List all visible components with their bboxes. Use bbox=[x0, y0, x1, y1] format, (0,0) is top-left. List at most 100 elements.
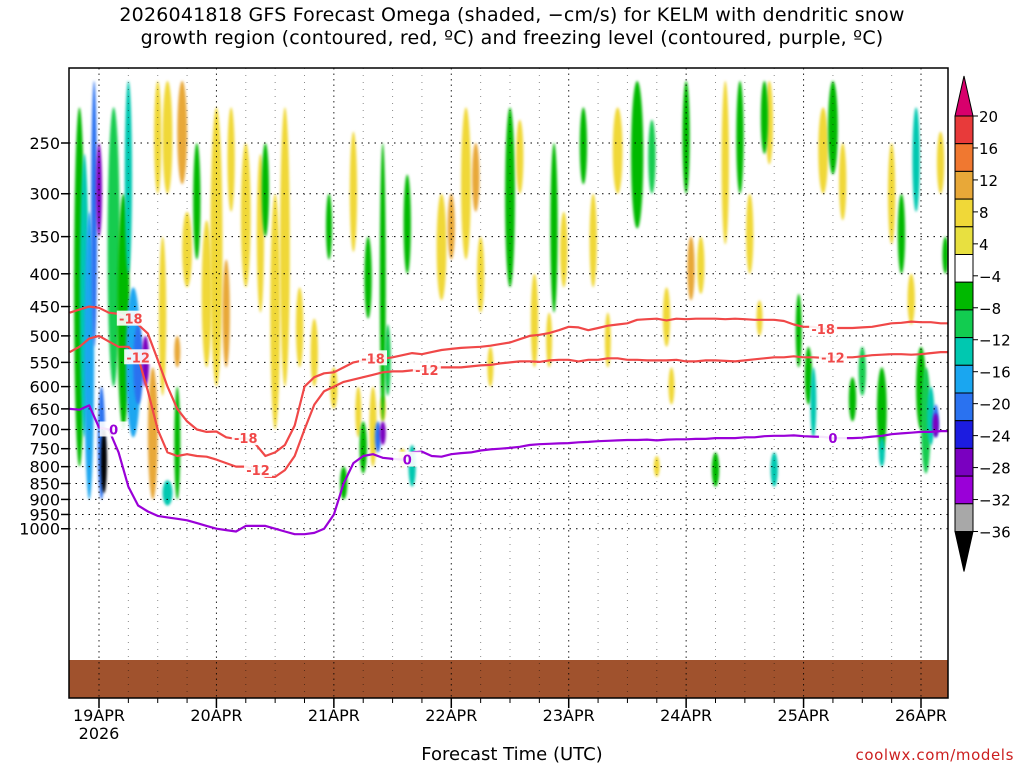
contour-label-bg bbox=[244, 462, 273, 478]
contour--18 bbox=[69, 305, 948, 458]
shading-blob bbox=[174, 386, 181, 500]
shading-blob bbox=[921, 367, 931, 474]
colorbar-label: 20 bbox=[979, 108, 998, 126]
shading-blob bbox=[154, 80, 162, 194]
colorbar-swatch bbox=[954, 475, 974, 505]
shading-blob bbox=[516, 119, 524, 194]
shading-blob bbox=[560, 211, 568, 288]
shading-blob bbox=[369, 386, 377, 467]
contour-label-bg bbox=[99, 421, 128, 437]
shading-blob bbox=[379, 421, 386, 445]
shading-blob bbox=[162, 80, 173, 194]
x-axis-label: Forecast Time (UTC) bbox=[421, 744, 603, 765]
y-tick-label: 500 bbox=[29, 327, 60, 346]
x-year-label: 2026 bbox=[79, 724, 120, 743]
shading-blob bbox=[295, 287, 304, 368]
shading-blob bbox=[201, 220, 212, 368]
contour-label-bg bbox=[809, 321, 838, 337]
grid-lines bbox=[69, 68, 948, 698]
colorbar-label: −12 bbox=[979, 332, 1011, 350]
contour-label-bg bbox=[231, 430, 260, 446]
contour-label--18: -18 bbox=[361, 352, 385, 367]
contour-label--12: -12 bbox=[126, 351, 150, 366]
contour-0 bbox=[69, 404, 948, 536]
shading-blob bbox=[878, 437, 885, 467]
colorbar-label: −32 bbox=[979, 492, 1011, 510]
shading-blob bbox=[472, 143, 480, 212]
colorbar-label: −20 bbox=[979, 396, 1011, 414]
contour-label-bg bbox=[412, 361, 441, 377]
colorbar-label: −16 bbox=[979, 364, 1011, 382]
shading-blob bbox=[403, 174, 411, 274]
colorbar-swatch bbox=[954, 226, 974, 256]
shading-blob bbox=[379, 143, 386, 422]
shading-blob bbox=[124, 80, 133, 274]
colorbar-label: 8 bbox=[979, 204, 989, 222]
shading-blob bbox=[795, 293, 802, 368]
shading-blob bbox=[487, 346, 494, 387]
x-tick-label: 23APR bbox=[543, 706, 595, 725]
shading-blob bbox=[364, 236, 372, 319]
shading-blob bbox=[721, 80, 729, 245]
shading-blob bbox=[682, 80, 690, 194]
shading-blob bbox=[746, 193, 754, 274]
title-line-2: growth region (contoured, red, ºC) and f… bbox=[140, 27, 884, 49]
shading-blob bbox=[936, 131, 945, 194]
colorbar-swatch bbox=[954, 115, 974, 145]
contour-label--12: -12 bbox=[246, 464, 270, 479]
x-tick-label: 19APR bbox=[73, 706, 125, 725]
contour--12 bbox=[69, 334, 948, 478]
shading-blob bbox=[711, 452, 720, 487]
colorbar-label: 4 bbox=[979, 236, 989, 254]
contour-label-bg bbox=[116, 310, 145, 326]
contour-label-bg bbox=[818, 349, 847, 365]
shading-blob bbox=[91, 80, 98, 347]
y-tick-label: 950 bbox=[29, 505, 60, 524]
contour-label--18: -18 bbox=[119, 313, 143, 328]
colorbar-swatch bbox=[954, 447, 974, 477]
y-tick-label: 550 bbox=[29, 353, 60, 372]
colorbar-label: −28 bbox=[979, 460, 1011, 478]
y-tick-label: 700 bbox=[29, 420, 60, 439]
shading-blob bbox=[579, 107, 588, 185]
x-axis: 19APR 20APR 21APR 22APR 23APR 24APR 25APR 26APR… bbox=[73, 698, 947, 743]
shading-blob bbox=[162, 480, 173, 506]
shading-blob bbox=[476, 236, 485, 313]
shading-blob bbox=[436, 193, 447, 301]
shading-blob bbox=[177, 80, 188, 185]
shading-blob bbox=[736, 80, 744, 194]
colorbar-swatch bbox=[954, 364, 974, 394]
colorbar-bottom-arrow bbox=[954, 531, 974, 572]
contour-label-0: 0 bbox=[403, 454, 412, 469]
shading-blob bbox=[530, 273, 539, 368]
colorbar-label: 16 bbox=[979, 140, 998, 158]
shading-blob bbox=[210, 107, 223, 387]
contour-label-bg bbox=[359, 350, 387, 366]
shading-blob bbox=[349, 131, 358, 253]
shading-blob bbox=[668, 367, 675, 405]
shading-blob bbox=[612, 107, 623, 194]
y-tick-label: 900 bbox=[29, 490, 60, 509]
shading-blob bbox=[107, 107, 120, 387]
shading-blob bbox=[589, 193, 597, 288]
shading-blob bbox=[222, 259, 230, 368]
colorbar-swatch bbox=[954, 254, 974, 283]
shading-blob bbox=[810, 367, 817, 438]
x-tick-label: 22APR bbox=[425, 706, 477, 725]
y-tick-label: 850 bbox=[29, 475, 60, 494]
shading-blob bbox=[270, 193, 281, 430]
credit-text: coolwx.com/models bbox=[855, 746, 1014, 764]
colorbar-swatch bbox=[954, 337, 974, 366]
shading-blob bbox=[927, 386, 935, 445]
contours: -18 -18 -18 -18 -12 -12 -12 -12 0 0 0 bbox=[69, 305, 948, 536]
shading-blob bbox=[756, 300, 763, 336]
colorbar-swatch bbox=[954, 503, 974, 532]
y-tick-label: 1000 bbox=[19, 520, 60, 539]
shading-blob bbox=[697, 236, 705, 294]
shading-blob bbox=[325, 193, 332, 260]
shading-blob bbox=[182, 211, 192, 288]
contour-label--18: -18 bbox=[234, 432, 258, 447]
contour-label-bg bbox=[818, 430, 847, 446]
y-tick-label: 800 bbox=[29, 458, 60, 477]
